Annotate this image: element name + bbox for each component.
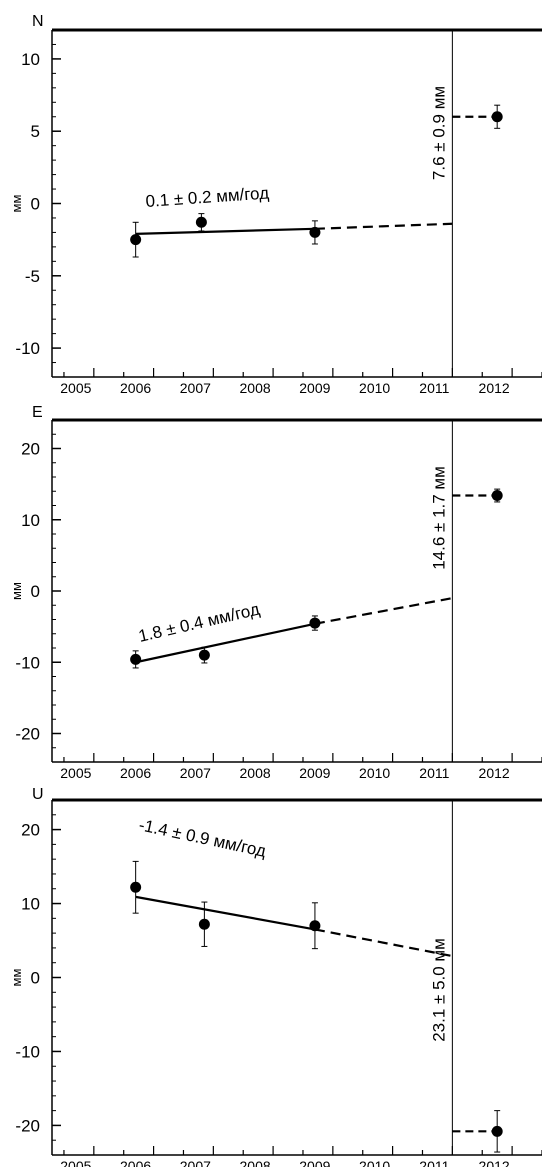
x-tick-label: 2005: [60, 765, 91, 781]
data-point: [130, 234, 142, 246]
data-point: [198, 918, 210, 930]
data-point: [491, 1125, 503, 1137]
x-tick-label: 2011: [419, 765, 449, 781]
rate-annotation: 0.1 ± 0.2 мм/год: [145, 183, 270, 211]
x-tick-label: 2010: [359, 1158, 390, 1167]
y-tick-label: 0: [31, 582, 40, 601]
x-tick-label: 2012: [479, 380, 510, 396]
y-tick-label: -20: [15, 1116, 40, 1135]
y-tick-label: -20: [15, 725, 40, 744]
panel-label: U: [32, 786, 44, 803]
x-tick-label: 2008: [240, 380, 271, 396]
data-point: [491, 111, 503, 123]
x-tick-label: 2006: [120, 380, 151, 396]
x-tick-label: 2011: [419, 1158, 449, 1167]
x-tick-label: 2011: [419, 380, 449, 396]
y-axis-label: мм: [9, 969, 24, 987]
x-tick-label: 2006: [120, 1158, 151, 1167]
trend-line: [135, 895, 316, 931]
data-point: [198, 649, 210, 661]
y-tick-label: -5: [25, 267, 40, 286]
data-point: [130, 653, 142, 665]
x-tick-label: 2007: [180, 765, 211, 781]
y-tick-label: -10: [15, 339, 40, 358]
y-axis-label: мм: [9, 195, 24, 213]
trend-extrapolation: [314, 597, 453, 625]
x-tick-label: 2009: [299, 1158, 330, 1167]
x-tick-label: 2012: [479, 1158, 510, 1167]
x-tick-label: 2006: [120, 765, 151, 781]
x-tick-label: 2005: [60, 380, 91, 396]
y-tick-label: 10: [21, 895, 40, 914]
trend-extrapolation: [314, 222, 453, 230]
y-tick-label: 20: [21, 440, 40, 459]
panel-label: N: [32, 13, 44, 30]
data-point: [130, 881, 142, 893]
y-axis-label: мм: [9, 582, 24, 600]
data-point: [309, 226, 321, 238]
y-tick-label: -10: [15, 1042, 40, 1061]
x-tick-label: 2009: [299, 380, 330, 396]
data-point: [491, 490, 503, 502]
y-tick-label: 5: [31, 122, 40, 141]
x-tick-label: 2007: [180, 1158, 211, 1167]
x-tick-label: 2010: [359, 765, 390, 781]
y-tick-label: 10: [21, 50, 40, 69]
trend-line: [135, 227, 315, 235]
x-tick-label: 2010: [359, 380, 390, 396]
y-tick-label: 0: [31, 969, 40, 988]
rate-annotation: -1.4 ± 0.9 мм/год: [137, 815, 268, 860]
y-tick-label: 20: [21, 821, 40, 840]
data-point: [309, 920, 321, 932]
y-tick-label: 10: [21, 511, 40, 530]
y-tick-label: -10: [15, 653, 40, 672]
x-tick-label: 2009: [299, 765, 330, 781]
x-tick-label: 2008: [240, 1158, 271, 1167]
offset-annotation: 7.6 ± 0.9 мм: [429, 86, 448, 180]
data-point: [309, 617, 321, 629]
offset-annotation: 23.1 ± 5.0 мм: [429, 938, 448, 1042]
x-tick-label: 2008: [240, 765, 271, 781]
x-tick-label: 2005: [60, 1158, 91, 1167]
trend-line: [135, 622, 316, 664]
data-point: [195, 216, 207, 228]
x-tick-label: 2012: [479, 765, 510, 781]
panel-n: N 10 5 0 -5 -10 2005 2006 2007 2008 2009 2010 2011 20…: [9, 13, 542, 396]
offset-annotation: 14.6 ± 1.7 мм: [429, 466, 448, 570]
trend-extrapolation: [314, 928, 453, 958]
x-tick-label: 2007: [180, 380, 211, 396]
panel-label: E: [32, 404, 43, 421]
y-tick-label: 0: [31, 195, 40, 214]
